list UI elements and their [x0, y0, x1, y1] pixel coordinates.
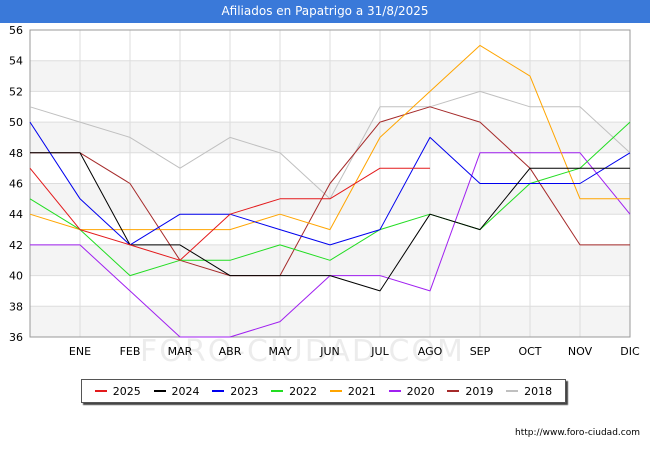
x-tick-label: JUL — [370, 345, 389, 358]
x-tick-label: FEB — [120, 345, 141, 358]
x-tick-label: DIC — [620, 345, 640, 358]
x-tick-label: AGO — [418, 345, 443, 358]
x-tick-label: ENE — [69, 345, 91, 358]
series-line-2025 — [29, 167, 430, 261]
legend-item-2020: 2020 — [388, 384, 435, 398]
x-tick-label: SEP — [470, 345, 491, 358]
legend-label: 2020 — [406, 384, 435, 398]
y-tick-label: 38 — [9, 300, 23, 313]
legend-item-2022: 2022 — [271, 385, 317, 398]
x-tick-label: MAR — [168, 345, 193, 358]
legend-swatch — [212, 390, 225, 392]
legend-item-2024: 2024 — [153, 384, 200, 398]
legend-label: 2023 — [230, 384, 259, 398]
legend-swatch — [153, 390, 166, 392]
y-tick-label: 40 — [9, 270, 23, 283]
legend-label: 2022 — [289, 384, 318, 398]
legend-swatch — [388, 390, 401, 392]
y-tick-label: 44 — [9, 208, 23, 221]
y-tick-label: 50 — [9, 116, 23, 129]
x-tick-label: OCT — [518, 345, 541, 358]
legend-swatch — [271, 390, 284, 392]
y-tick-label: 42 — [9, 239, 23, 252]
axis-labels: 36 38 40 42 44 46 48 50 52 54 56 ENE FEB MAR ABR MAY JUN… — [9, 24, 640, 358]
plot-frame — [29, 29, 631, 338]
legend-item-2025: 2025 — [94, 384, 141, 398]
x-tick-label: NOV — [568, 345, 593, 358]
chart-title: Afiliados en Papatrigo a 31/8/2025 — [0, 0, 650, 23]
legend-label: 2019 — [465, 384, 494, 398]
x-tick-label: ABR — [219, 345, 242, 358]
legend-item-2019: 2019 — [447, 385, 493, 398]
legend-swatch — [329, 390, 342, 392]
y-tick-label: 46 — [9, 178, 23, 191]
source-url: http://www.foro-ciudad.com — [515, 428, 640, 438]
legend-label: 2025 — [112, 384, 141, 398]
x-tick-label: JUN — [319, 345, 340, 358]
legend-item-2023: 2023 — [212, 385, 258, 398]
line-chart: 36 38 40 42 44 46 48 50 52 54 56 ENE FEB MAR ABR MAY JUN… — [9, 24, 640, 358]
y-tick-label: 56 — [9, 24, 23, 37]
y-tick-label: 36 — [9, 331, 23, 344]
x-tick-label: MAY — [269, 345, 292, 358]
y-tick-label: 48 — [9, 147, 23, 160]
series-lines — [29, 44, 631, 338]
legend-swatch — [447, 390, 460, 392]
series-line-2021 — [29, 44, 630, 231]
legend-label: 2018 — [524, 384, 553, 398]
legend-swatch — [506, 390, 519, 392]
legend-item-2018: 2018 — [506, 385, 552, 398]
y-tick-label: 52 — [9, 85, 23, 98]
y-tick-label: 54 — [9, 55, 23, 68]
legend-label: 2024 — [171, 384, 200, 398]
legend-swatch — [94, 390, 107, 392]
legend-label: 2021 — [347, 384, 376, 398]
legend-item-2021: 2021 — [329, 384, 376, 398]
legend: 2025 2024 2023 2022 2021 2020 2019 2018 — [81, 379, 566, 403]
